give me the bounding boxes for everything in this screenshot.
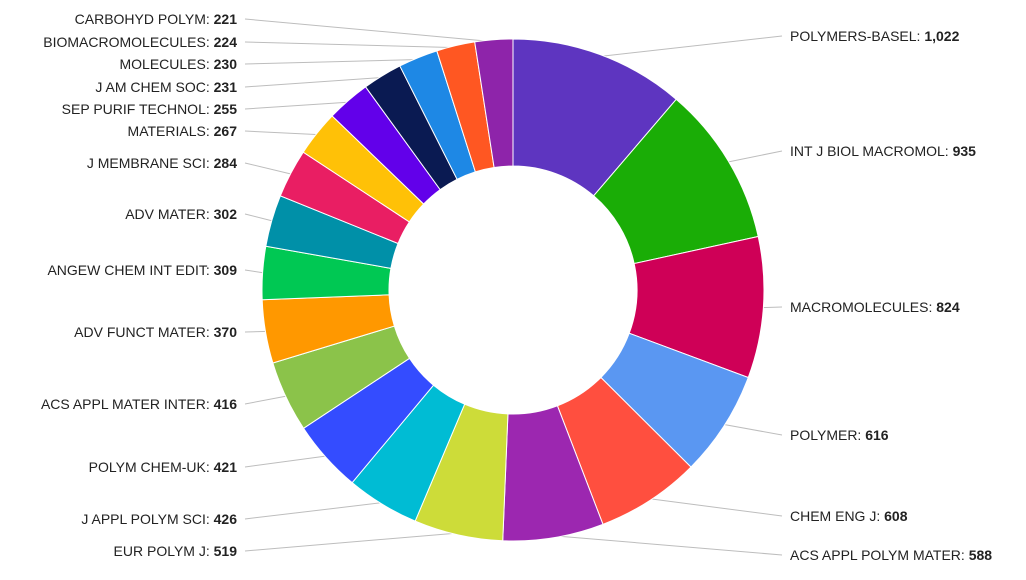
label-biomacromolecules: BIOMACROMOLECULES: 224: [43, 34, 237, 50]
label-materials: MATERIALS: 267: [128, 123, 238, 139]
label-acs-appl-polym-mater: ACS APPL POLYM MATER: 588: [790, 547, 992, 563]
label-adv-mater: ADV MATER: 302: [125, 206, 237, 222]
slice-carbohyd-polym: [474, 38, 514, 169]
leader-macromolecules: [761, 306, 783, 309]
label-polymer: POLYMER: 616: [790, 427, 889, 443]
label-name: J AM CHEM SOC:: [95, 79, 213, 95]
leader-polym-chem-uk: [244, 455, 328, 468]
label-name: POLYM CHEM-UK:: [89, 459, 214, 475]
label-name: POLYMER:: [790, 427, 865, 443]
slices: [261, 38, 765, 542]
leader-angew-chem-int-edit: [244, 269, 265, 274]
label-name: J MEMBRANE SCI:: [87, 155, 214, 171]
leader-eur-polym-j: [244, 532, 459, 552]
label-value: 267: [214, 123, 238, 139]
label-polymers-basel: POLYMERS-BASEL: 1,022: [790, 28, 960, 44]
label-eur-polym-j: EUR POLYM J: 519: [114, 543, 238, 559]
label-name: EUR POLYM J:: [114, 543, 214, 559]
leader-biomacromolecules: [244, 41, 457, 49]
label-name: ACS APPL MATER INTER:: [41, 396, 214, 412]
leader-adv-mater: [244, 213, 274, 222]
label-adv-funct-mater: ADV FUNCT MATER: 370: [74, 324, 237, 340]
label-value: 309: [214, 262, 238, 278]
label-name: POLYMERS-BASEL:: [790, 28, 924, 44]
leader-acs-appl-mater-inter: [244, 395, 288, 405]
label-j-am-chem-soc: J AM CHEM SOC: 231: [95, 79, 237, 95]
label-value: 426: [214, 511, 238, 527]
label-name: ANGEW CHEM INT EDIT:: [47, 262, 213, 278]
label-value: 616: [865, 427, 889, 443]
label-molecules: MOLECULES: 230: [120, 56, 238, 72]
label-name: SEP PURIF TECHNOL:: [62, 101, 214, 117]
label-value: 608: [884, 508, 908, 524]
label-name: MACROMOLECULES:: [790, 299, 936, 315]
leader-molecules: [244, 59, 419, 65]
label-chem-eng-j: CHEM ENG J: 608: [790, 508, 908, 524]
leader-j-appl-polym-sci: [244, 502, 384, 520]
label-macromolecules: MACROMOLECULES: 824: [790, 299, 960, 315]
label-value: 284: [214, 155, 238, 171]
label-name: BIOMACROMOLECULES:: [43, 34, 213, 50]
leader-acs-appl-polym-mater: [553, 535, 783, 556]
leader-adv-funct-mater: [244, 330, 268, 333]
label-name: ACS APPL POLYM MATER:: [790, 547, 969, 563]
label-j-membrane-sci: J MEMBRANE SCI: 284: [87, 155, 237, 171]
label-int-j-biol-macromol: INT J BIOL MACROMOL: 935: [790, 143, 976, 159]
label-name: ADV FUNCT MATER:: [74, 324, 214, 340]
label-value: 824: [936, 299, 960, 315]
label-value: 224: [214, 34, 238, 50]
leader-polymers-basel: [599, 35, 783, 57]
label-name: CARBOHYD POLYM:: [75, 11, 214, 27]
label-carbohyd-polym: CARBOHYD POLYM: 221: [75, 11, 238, 27]
leader-polymer: [722, 423, 783, 436]
label-value: 370: [214, 324, 238, 340]
label-value: 588: [969, 547, 993, 563]
leader-materials: [244, 130, 319, 136]
label-name: J APPL POLYM SCI:: [81, 511, 213, 527]
leader-chem-eng-j: [648, 498, 783, 517]
leader-sep-purif-technol: [244, 101, 350, 110]
label-angew-chem-int-edit: ANGEW CHEM INT EDIT: 309: [47, 262, 237, 278]
label-value: 416: [214, 396, 238, 412]
label-name: INT J BIOL MACROMOL:: [790, 143, 953, 159]
leader-j-am-chem-soc: [244, 76, 384, 88]
leader-int-j-biol-macromol: [726, 150, 783, 163]
label-sep-purif-technol: SEP PURIF TECHNOL: 255: [62, 101, 238, 117]
label-value: 302: [214, 206, 238, 222]
label-name: MOLECULES:: [120, 56, 214, 72]
label-j-appl-polym-sci: J APPL POLYM SCI: 426: [81, 511, 237, 527]
label-value: 255: [214, 101, 238, 117]
label-value: 935: [953, 143, 977, 159]
leader-j-membrane-sci: [244, 162, 293, 175]
slice-labels: POLYMERS-BASEL: 1,022 INT J BIOL MACROMOL…: [41, 11, 992, 563]
label-value: 231: [214, 79, 238, 95]
leader-lines: [244, 18, 783, 556]
label-name: MATERIALS:: [128, 123, 214, 139]
leader-carbohyd-polym: [244, 18, 494, 43]
label-polym-chem-uk: POLYM CHEM-UK: 421: [89, 459, 238, 475]
label-acs-appl-mater-inter: ACS APPL MATER INTER: 416: [41, 396, 237, 412]
label-value: 221: [214, 11, 238, 27]
label-value: 1,022: [924, 28, 959, 44]
label-name: ADV MATER:: [125, 206, 213, 222]
label-name: CHEM ENG J:: [790, 508, 884, 524]
label-value: 230: [214, 56, 238, 72]
label-value: 519: [214, 543, 238, 559]
label-value: 421: [214, 459, 238, 475]
